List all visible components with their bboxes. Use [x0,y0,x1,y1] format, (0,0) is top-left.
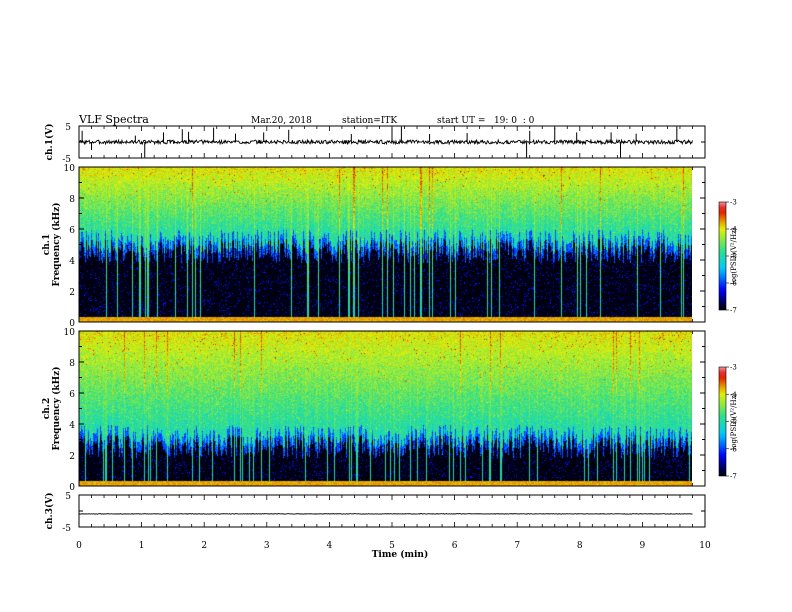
ch2-colorbar: -3 -4 -5 -6 -7 log(PSD)(V²/Hz) [718,364,738,481]
colorbar-gradient [718,201,727,311]
date-label: Mar.20, 2018 [251,116,312,126]
y-tick-label: 2 [69,288,75,298]
colorbar-tick-label: -7 [730,307,737,315]
ch1-spectrogram-panel: 0 2 4 6 8 10 ch.1 Frequency (kHz) [42,164,706,329]
colorbar-tick-label: -6 [730,280,737,288]
x-tick-label: 5 [389,541,395,551]
ch3-waveform-panel: 5 -5 ch.3(V) [44,492,706,534]
y-tick-label: 8 [69,195,75,205]
y-axis-label: Frequency (kHz) [51,202,62,286]
start-ut-label: start UT = 19: 0 : 0 [437,116,535,126]
spectrogram-image [79,331,692,486]
x-tick-label: 7 [514,541,520,551]
y-axis-label: ch.2 [42,398,52,419]
y-tick-label: 10 [64,328,76,338]
x-tick-label: 0 [76,541,82,551]
y-axis-label: ch.1 [42,234,52,255]
colorbar-tick-label: -4 [730,226,737,234]
y-tick-label: -5 [62,524,71,534]
colorbar-tick-label: -3 [730,364,737,372]
x-tick-label: 1 [139,541,145,551]
colorbar-gradient [718,366,727,477]
waveform-trace [78,138,693,146]
ch1-waveform-panel: 5 -5 ch.1(V) [44,123,706,165]
colorbar-tick-label: -6 [730,445,737,453]
colorbar-tick-label: -5 [730,253,737,261]
y-axis-label: Frequency (kHz) [51,366,62,450]
y-tick-label: -5 [62,155,71,165]
waveform-trace [78,513,693,515]
spectrogram-image [79,167,692,322]
x-tick-label: 6 [452,541,458,551]
colorbar-tick-label: -3 [730,199,737,207]
station-label: station=ITK [342,116,397,126]
colorbar-label: log(PSD)(V²/Hz) [730,393,738,450]
ch1-colorbar: -3 -4 -5 -6 -7 log(PSD)(V²/Hz) [718,199,738,315]
x-tick-label: 10 [699,541,711,551]
time-axis: 0 1 2 3 4 5 6 7 8 9 10 [76,541,711,551]
figure-title: VLF Spectra [78,113,149,126]
x-tick-label: 8 [577,541,583,551]
y-tick-label: 8 [69,359,75,369]
y-axis-label: ch.1(V) [44,124,55,161]
y-tick-label: 6 [69,226,75,236]
y-tick-label: 0 [69,483,75,493]
ch2-spectrogram-panel: 0 2 4 6 8 10 ch.2 Frequency (kHz) [42,328,706,493]
x-tick-label: 3 [264,541,270,551]
y-tick-label: 2 [69,452,75,462]
y-tick-label: 5 [65,123,71,133]
colorbar-label: log(PSD)(V²/Hz) [730,227,738,284]
x-tick-label: 4 [327,541,333,551]
colorbar-tick-label: -7 [730,473,737,481]
y-tick-label: 6 [69,390,75,400]
y-axis-label: ch.3(V) [44,493,55,530]
x-tick-label: 9 [640,541,646,551]
y-tick-label: 4 [69,257,75,267]
x-axis-label: Time (min) [372,549,429,560]
colorbar-tick-label: -4 [730,391,737,399]
x-tick-label: 2 [201,541,207,551]
y-tick-label: 10 [64,164,76,174]
y-tick-label: 0 [69,319,75,329]
colorbar-tick-label: -5 [730,418,737,426]
y-tick-label: 5 [65,492,71,502]
y-tick-label: 4 [69,421,75,431]
